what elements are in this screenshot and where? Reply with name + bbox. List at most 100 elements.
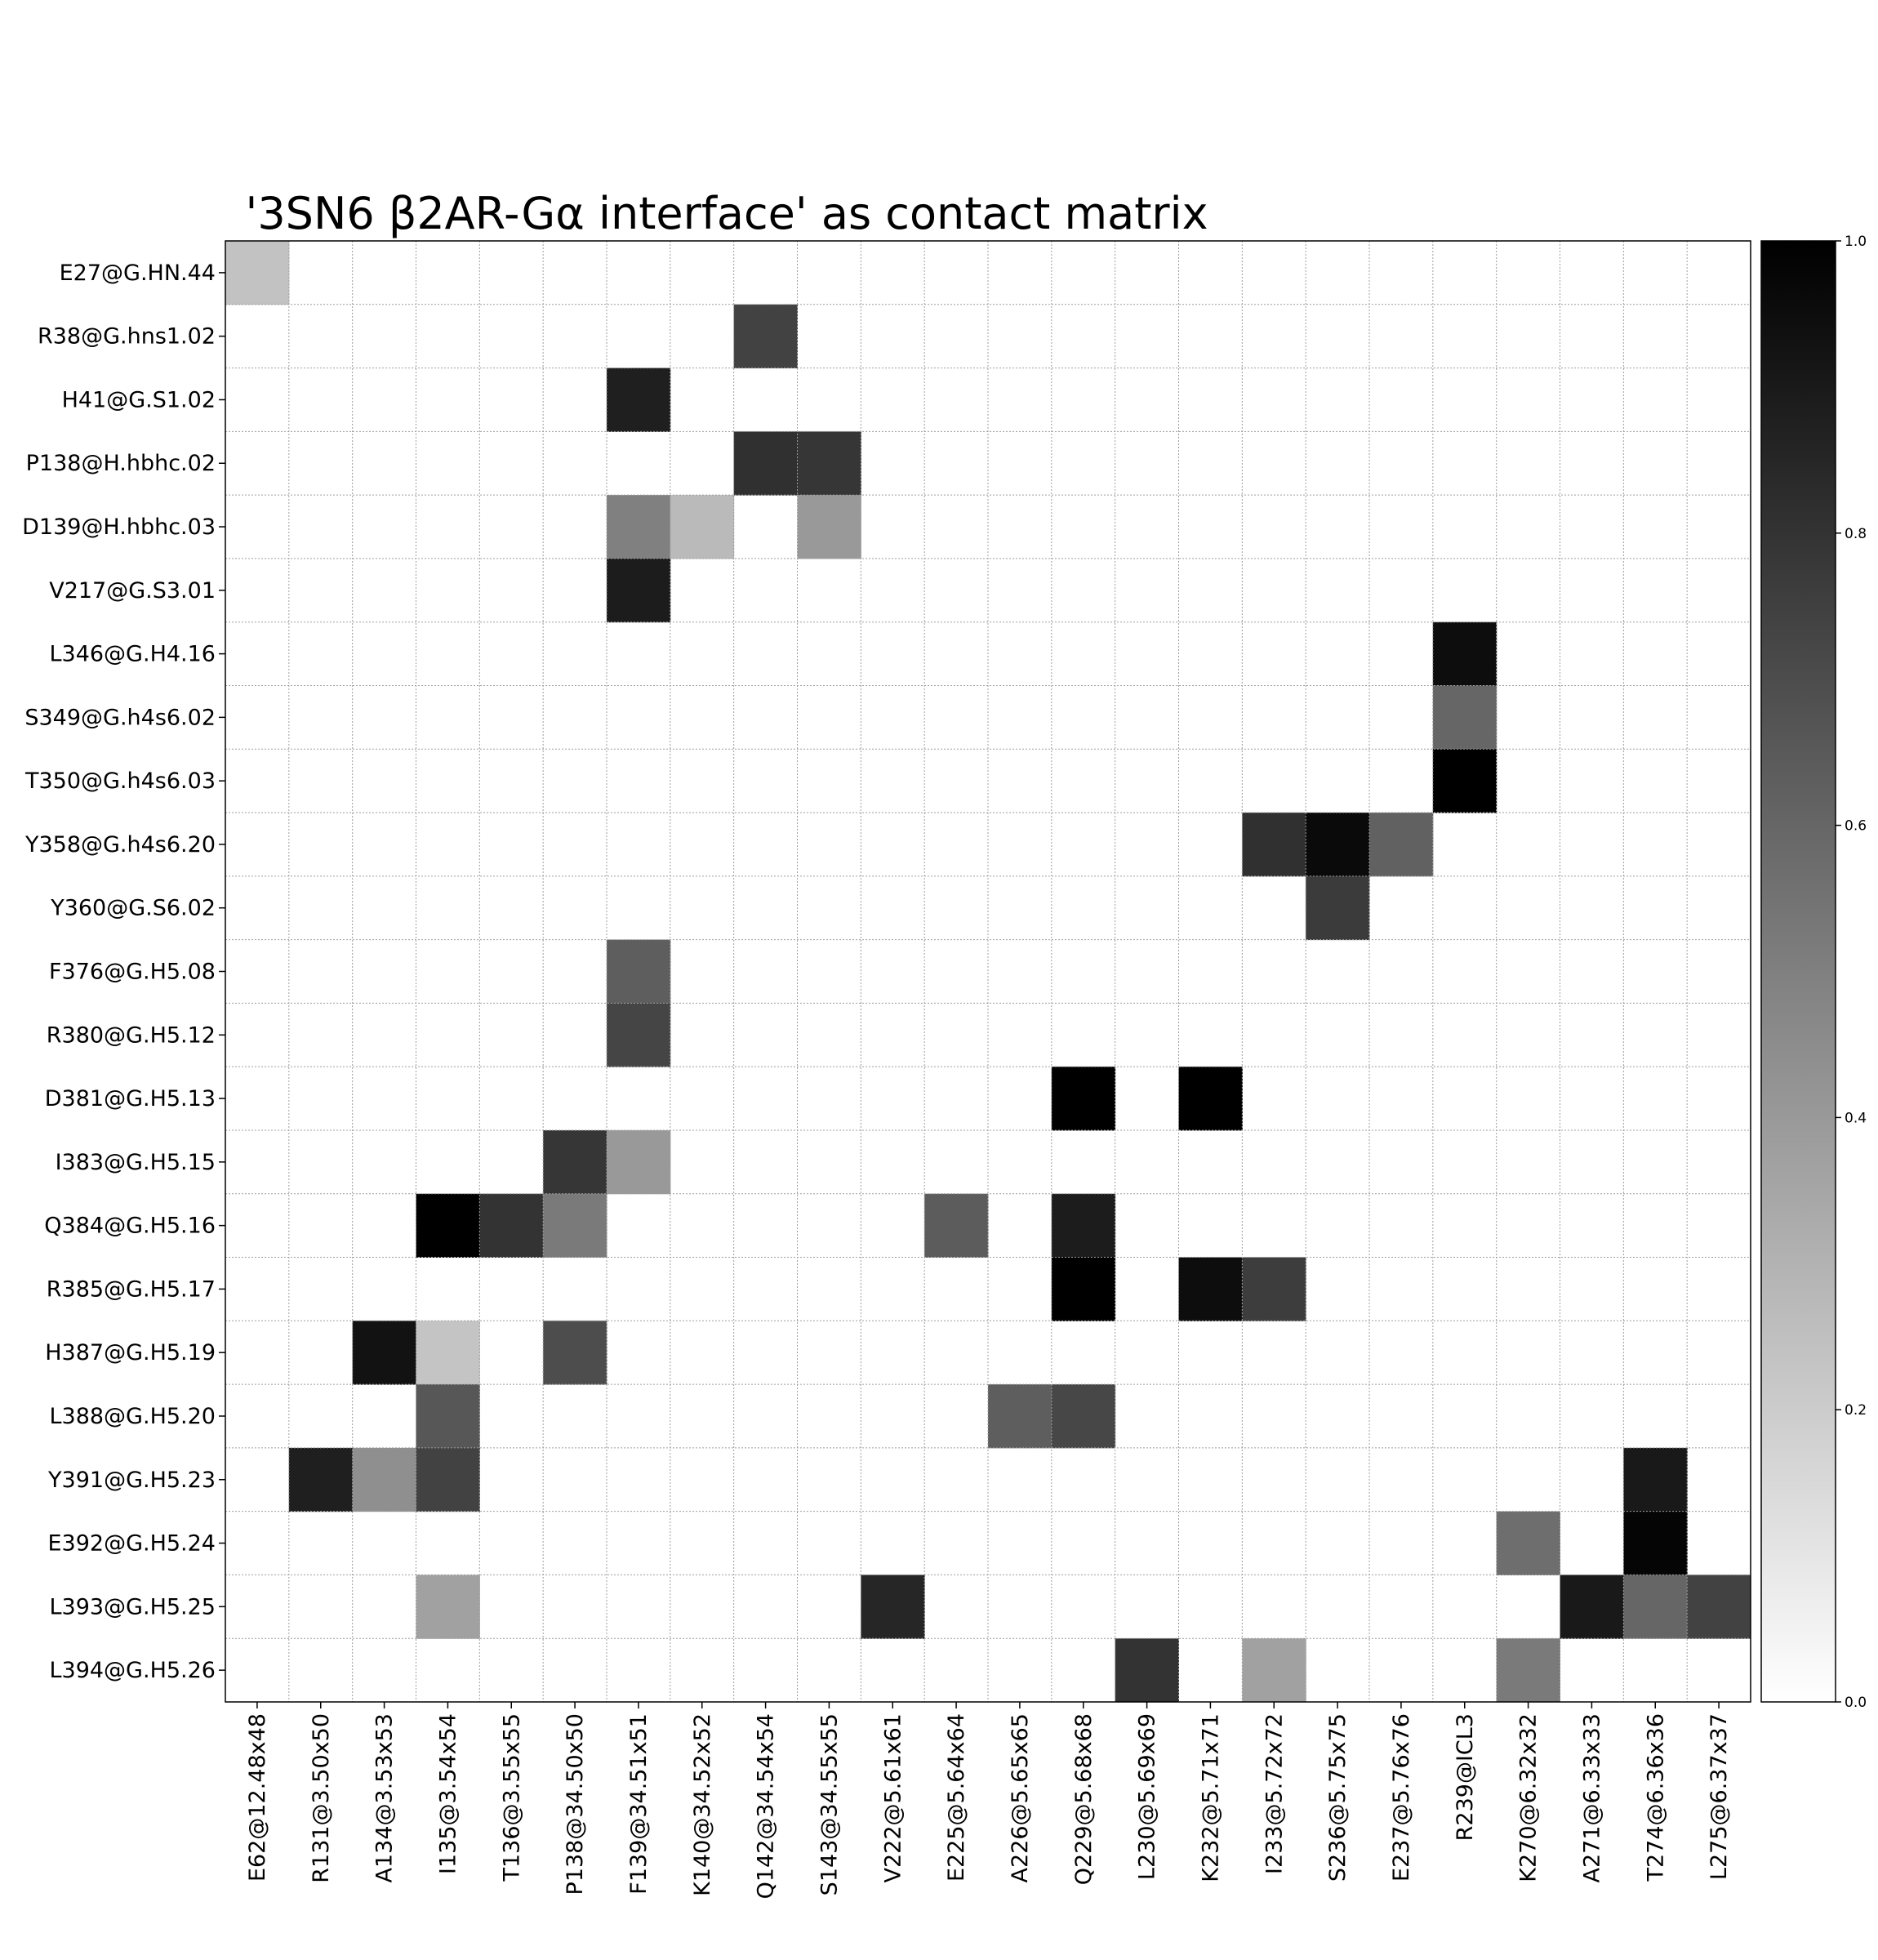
heatmap-cell bbox=[543, 1321, 607, 1385]
colorbar-tick-label: 0.2 bbox=[1845, 1402, 1867, 1419]
heatmap-cell bbox=[1178, 1257, 1243, 1321]
heatmap-cell bbox=[607, 1003, 671, 1067]
row-label: Y360@G.S6.02 bbox=[50, 896, 216, 921]
column-label: Q142@34.54x54 bbox=[754, 1713, 779, 1899]
column-label: R239@ICL3 bbox=[1453, 1713, 1478, 1841]
heatmap-cell bbox=[988, 1384, 1052, 1449]
column-label: R131@3.50x50 bbox=[309, 1713, 334, 1883]
heatmap-cell bbox=[416, 1321, 480, 1385]
heatmap-cell bbox=[733, 431, 798, 496]
column-label: T136@3.55x55 bbox=[499, 1713, 524, 1882]
column-label: I135@3.54x54 bbox=[435, 1713, 461, 1874]
heatmap-cell bbox=[733, 304, 798, 369]
colorbar-tick-label: 0.8 bbox=[1845, 526, 1867, 542]
heatmap-cell bbox=[607, 495, 671, 559]
heatmap-cell bbox=[1623, 1511, 1688, 1575]
heatmap-cell bbox=[1432, 685, 1498, 750]
column-label: S143@34.55x55 bbox=[817, 1713, 842, 1895]
row-label: E392@G.H5.24 bbox=[47, 1531, 216, 1557]
heatmap-cell bbox=[924, 1193, 989, 1258]
heatmap-cell bbox=[416, 1575, 480, 1639]
heatmap-cell bbox=[1687, 1575, 1751, 1639]
heatmap-cell bbox=[1306, 875, 1370, 941]
column-label: I233@5.72x72 bbox=[1262, 1713, 1287, 1874]
heatmap-cell bbox=[416, 1384, 480, 1449]
row-label: Q384@G.H5.16 bbox=[44, 1214, 216, 1239]
heatmap-cell bbox=[607, 939, 671, 1004]
column-label: F139@34.51x51 bbox=[626, 1713, 652, 1895]
row-label: E27@G.HN.44 bbox=[60, 261, 216, 286]
heatmap-cell bbox=[352, 1321, 416, 1385]
heatmap-cell bbox=[1623, 1575, 1688, 1639]
row-labels: E27@G.HN.44 R38@G.hns1.02 H41@G.S1.02 P138@… bbox=[22, 261, 225, 1683]
heatmap-cell bbox=[670, 495, 735, 559]
heatmap-cell bbox=[352, 1447, 416, 1512]
heatmap-cell bbox=[1242, 813, 1306, 877]
colorbar-tick-label: 0.6 bbox=[1845, 818, 1867, 835]
column-label: E225@5.64x64 bbox=[944, 1713, 969, 1882]
heatmap-cell bbox=[416, 1447, 480, 1512]
column-label: E62@12.48x48 bbox=[245, 1713, 270, 1882]
heatmap-cell bbox=[861, 1575, 925, 1639]
column-label: A271@6.33x33 bbox=[1579, 1713, 1604, 1882]
row-label: Y358@G.h4s6.20 bbox=[24, 832, 216, 858]
heatmap-cell bbox=[1051, 1257, 1116, 1321]
row-label: R38@G.hns1.02 bbox=[38, 324, 216, 350]
chart-title: '3SN6 β2AR-Gα interface' as contact matr… bbox=[245, 188, 1208, 239]
heatmap-cell bbox=[1560, 1575, 1624, 1639]
row-label: L394@G.H5.26 bbox=[49, 1658, 216, 1683]
heatmap-cell bbox=[607, 368, 671, 432]
heatmap-cell bbox=[225, 241, 290, 305]
row-label: H41@G.S1.02 bbox=[62, 387, 216, 412]
heatmap-cell bbox=[1051, 1384, 1116, 1449]
column-label: L230@5.69x69 bbox=[1135, 1713, 1160, 1880]
row-label: R380@G.H5.12 bbox=[47, 1022, 216, 1048]
colorbar-tick-label: 0.0 bbox=[1845, 1695, 1867, 1711]
row-label: S349@G.h4s6.02 bbox=[24, 705, 216, 730]
row-label: D381@G.H5.13 bbox=[45, 1086, 216, 1111]
column-label: V222@5.61x61 bbox=[880, 1713, 906, 1882]
row-label: D139@H.hbhc.03 bbox=[22, 514, 216, 540]
heatmap-cell bbox=[1178, 1067, 1243, 1131]
heatmap-cell bbox=[543, 1193, 607, 1258]
heatmap-cell bbox=[288, 1447, 354, 1512]
column-label: T274@6.36x36 bbox=[1643, 1713, 1668, 1882]
heatmap-cell bbox=[797, 431, 861, 496]
heatmap-cell bbox=[1432, 749, 1498, 813]
column-label: Q229@5.68x68 bbox=[1071, 1713, 1097, 1885]
heatmap-cell bbox=[1496, 1638, 1560, 1703]
heatmap-cell bbox=[607, 558, 671, 623]
row-label: F376@G.H5.08 bbox=[49, 960, 216, 985]
row-label: I383@G.H5.15 bbox=[56, 1150, 216, 1175]
column-labels: E62@12.48x48 R131@3.50x50 A134@3.53x53 I135… bbox=[245, 1702, 1732, 1899]
heatmap-cells bbox=[225, 241, 1751, 1703]
row-label: R385@G.H5.17 bbox=[47, 1276, 216, 1302]
colorbar-tick-label: 1.0 bbox=[1845, 234, 1867, 250]
row-label: L393@G.H5.25 bbox=[49, 1594, 216, 1619]
heatmap-cell bbox=[797, 495, 861, 559]
heatmap-cell bbox=[416, 1193, 480, 1258]
heatmap-cell bbox=[1432, 621, 1498, 686]
heatmap-cell bbox=[1051, 1067, 1116, 1131]
row-label: H387@G.H5.19 bbox=[45, 1340, 216, 1365]
column-label: K270@6.32x32 bbox=[1516, 1713, 1542, 1882]
heatmap-cell bbox=[479, 1193, 544, 1258]
colorbar bbox=[1760, 240, 1836, 1703]
colorbar-ticks: 0.0 0.2 0.4 0.6 0.8 1.0 bbox=[1836, 234, 1867, 1711]
heatmap-cell bbox=[1051, 1193, 1116, 1258]
colorbar-tick-label: 0.4 bbox=[1845, 1110, 1867, 1126]
column-label: P138@34.50x50 bbox=[563, 1713, 588, 1895]
row-label: T350@G.h4s6.03 bbox=[24, 768, 216, 794]
heatmap-cell bbox=[607, 1129, 671, 1195]
heatmap-cell bbox=[1496, 1511, 1560, 1575]
grid-lines bbox=[225, 241, 1751, 1702]
column-label: E237@5.76x76 bbox=[1389, 1713, 1414, 1882]
row-label: L388@G.H5.20 bbox=[49, 1404, 216, 1429]
row-label: V217@G.S3.01 bbox=[49, 578, 216, 604]
column-label: A134@3.53x53 bbox=[372, 1713, 398, 1882]
column-label: S236@5.75x75 bbox=[1325, 1713, 1351, 1882]
heatmap-cell bbox=[1242, 1638, 1306, 1703]
heatmap-cell bbox=[543, 1129, 607, 1195]
column-label: A226@5.65x65 bbox=[1008, 1713, 1033, 1882]
